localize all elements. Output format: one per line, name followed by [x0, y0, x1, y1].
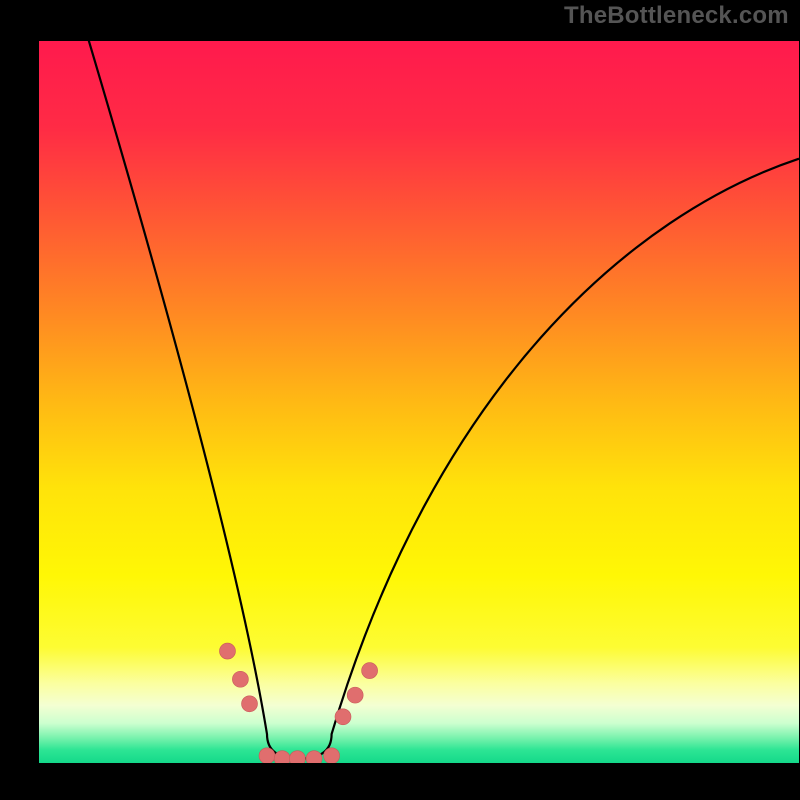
curve-marker	[219, 643, 235, 659]
curve-marker	[362, 663, 378, 679]
watermark-text: TheBottleneck.com	[564, 2, 789, 30]
outer-frame	[0, 0, 800, 800]
plot-area	[39, 41, 799, 763]
curve-marker	[347, 687, 363, 703]
curve-marker	[324, 748, 340, 763]
curve-marker	[242, 696, 258, 712]
gradient-background	[39, 41, 799, 763]
curve-marker	[259, 748, 275, 763]
curve-marker	[335, 709, 351, 725]
chart-svg	[39, 41, 799, 763]
curve-marker	[232, 671, 248, 687]
